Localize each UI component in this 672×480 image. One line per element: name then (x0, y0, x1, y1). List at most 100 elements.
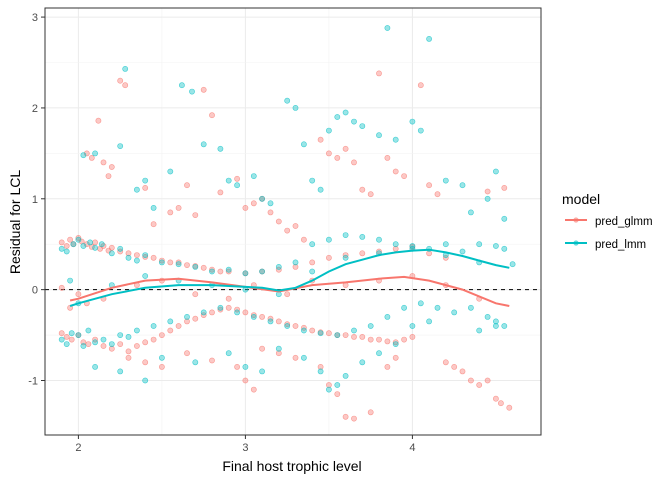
point-pred_glmm (63, 333, 70, 340)
point-pred_glmm (367, 336, 374, 343)
point-pred_glmm (85, 341, 92, 347)
point-pred_glmm (334, 391, 341, 397)
point-pred_lmm (492, 318, 499, 325)
point-pred_glmm (184, 350, 190, 357)
point-pred_glmm (309, 327, 316, 334)
point-pred_glmm (100, 343, 107, 349)
point-pred_lmm (92, 363, 98, 370)
point-pred_lmm (275, 345, 282, 352)
point-pred_lmm (234, 309, 240, 316)
point-pred_lmm (325, 127, 332, 134)
point-pred_glmm (467, 377, 474, 384)
point-pred_lmm (100, 336, 107, 343)
series-pred_lmm (58, 25, 516, 393)
point-pred_glmm (68, 336, 75, 343)
point-pred_lmm (175, 261, 182, 268)
point-pred_glmm (417, 82, 424, 89)
point-pred_glmm (325, 382, 332, 388)
point-pred_glmm (392, 339, 399, 346)
point-pred_lmm (359, 233, 366, 240)
point-pred_glmm (234, 175, 240, 182)
point-pred_glmm (451, 363, 458, 370)
point-pred_glmm (351, 415, 357, 422)
point-pred_glmm (175, 323, 182, 329)
point-pred_lmm (80, 343, 87, 349)
point-pred_lmm (142, 177, 149, 184)
point-pred_glmm (367, 409, 374, 416)
point-pred_lmm (351, 118, 357, 125)
point-pred_glmm (67, 236, 73, 243)
point-pred_lmm (334, 332, 341, 338)
point-pred_lmm (359, 123, 366, 129)
point-pred_glmm (325, 330, 332, 337)
point-pred_lmm (417, 127, 424, 134)
point-pred_glmm (75, 234, 82, 241)
point-pred_lmm (309, 241, 316, 248)
point-pred_glmm (284, 291, 291, 298)
point-pred_glmm (158, 363, 165, 370)
point-pred_lmm (292, 259, 299, 266)
point-pred_lmm (142, 273, 149, 279)
point-pred_lmm (133, 186, 140, 193)
point-pred_glmm (342, 413, 349, 420)
point-pred_lmm (426, 318, 432, 325)
point-pred_glmm (175, 204, 182, 211)
point-pred_lmm (117, 368, 124, 375)
point-pred_lmm (217, 145, 224, 152)
data-points (58, 25, 516, 422)
point-pred_glmm (167, 327, 174, 334)
point-pred_lmm (200, 141, 207, 148)
point-pred_glmm (250, 386, 257, 393)
point-pred_glmm (105, 173, 112, 179)
point-pred_glmm (317, 363, 324, 370)
point-pred_lmm (87, 239, 93, 246)
point-pred_lmm (309, 177, 316, 184)
point-pred_glmm (476, 382, 483, 388)
point-pred_lmm (376, 236, 382, 243)
grid (45, 8, 541, 435)
point-pred_glmm (434, 191, 441, 198)
point-pred_lmm (509, 261, 516, 268)
point-pred_glmm (83, 241, 90, 248)
point-pred_glmm (284, 321, 291, 328)
trend-lines (69, 248, 510, 307)
point-pred_lmm (417, 300, 424, 307)
point-pred_glmm (376, 336, 382, 343)
point-pred_lmm (300, 354, 307, 361)
point-pred_glmm (325, 150, 332, 157)
point-pred_lmm (342, 109, 349, 116)
point-pred_glmm (117, 341, 124, 347)
point-pred_lmm (501, 215, 508, 222)
point-pred_lmm (117, 332, 124, 338)
point-pred_glmm (125, 250, 132, 257)
point-pred_glmm (242, 204, 249, 211)
point-pred_lmm (63, 341, 70, 347)
point-pred_lmm (63, 248, 70, 255)
point-pred_glmm (108, 244, 115, 251)
point-pred_glmm (250, 200, 257, 207)
point-pred_lmm (392, 136, 399, 143)
point-pred_glmm (234, 363, 240, 370)
legend: model pred_glmm pred_lmm (562, 191, 653, 251)
point-pred_glmm (459, 368, 466, 375)
point-pred_lmm (200, 309, 207, 316)
y-tick-label: 3 (32, 12, 38, 24)
point-pred_glmm (325, 254, 332, 261)
x-tick-label: 3 (242, 442, 248, 454)
point-pred_glmm (75, 291, 82, 298)
point-pred_glmm (217, 306, 224, 313)
point-pred_lmm (158, 259, 165, 266)
legend-title: model (562, 191, 600, 207)
point-pred_glmm (267, 209, 274, 216)
point-pred_lmm (325, 236, 332, 243)
point-pred_glmm (133, 252, 140, 258)
point-pred_glmm (58, 239, 65, 246)
point-pred_lmm (158, 354, 165, 361)
point-pred_lmm (317, 368, 324, 375)
y-tick-label: 1 (32, 194, 38, 206)
point-pred_glmm (167, 209, 174, 216)
point-pred_lmm (225, 177, 232, 184)
point-pred_glmm (58, 284, 65, 291)
point-pred_glmm (242, 309, 249, 316)
